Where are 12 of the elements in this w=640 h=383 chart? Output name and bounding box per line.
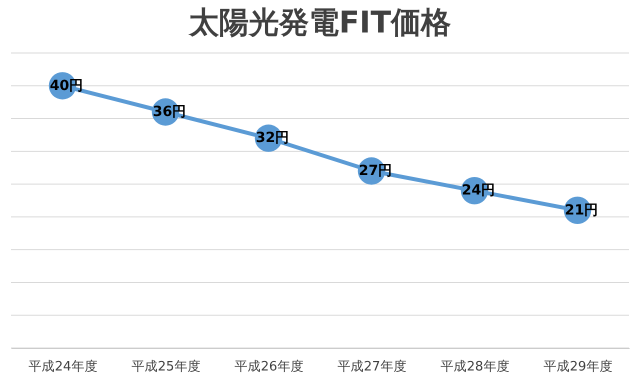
x-tick-label: 平成27年度 [338,358,406,374]
x-tick-label: 平成24年度 [28,358,98,374]
x-tick-label: 平成25年度 [132,358,200,374]
data-label: 36円 [152,104,186,120]
data-label: 27円 [358,163,392,179]
x-tick-label: 平成26年度 [234,358,304,374]
data-label: 21円 [564,202,598,218]
x-tick-label: 平成29年度 [544,358,612,374]
chart-title: 太陽光発電FIT価格 [188,6,452,40]
data-label: 40円 [50,78,84,94]
x-tick-label: 平成28年度 [440,358,510,374]
data-label: 24円 [462,182,496,199]
